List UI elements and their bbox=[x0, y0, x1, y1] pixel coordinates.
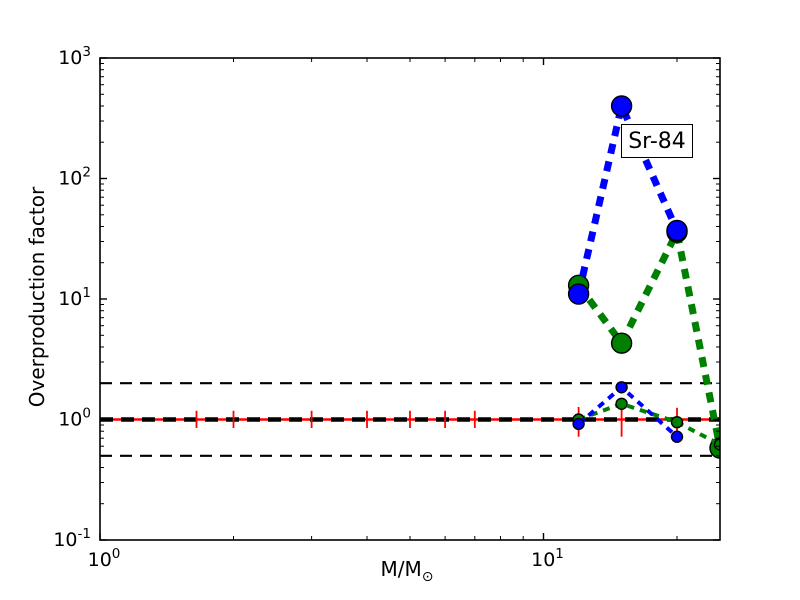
series-blue-large-marker bbox=[567, 283, 590, 305]
x-tick-label: 101 bbox=[531, 546, 564, 571]
x-axis-title-main: M/M bbox=[380, 557, 422, 581]
annotation-label: Sr-84 bbox=[628, 128, 686, 154]
y-tick-label: 103 bbox=[58, 44, 91, 69]
y-tick-label: 10-1 bbox=[53, 526, 91, 551]
x-axis-title: M/M⊙ bbox=[381, 557, 434, 585]
axes-spines bbox=[99, 57, 721, 541]
plot-background bbox=[100, 58, 720, 540]
series-green-large-line bbox=[575, 228, 720, 449]
y-tick-label: 101 bbox=[58, 285, 91, 310]
y-tick-label: 100 bbox=[58, 406, 91, 431]
series-green-small-marker bbox=[670, 416, 684, 429]
y-axis-title: Overproduction factor bbox=[25, 186, 49, 408]
series-blue-small-marker bbox=[615, 381, 628, 394]
y-tick-label: 102 bbox=[58, 165, 91, 190]
series-green-small-marker bbox=[713, 438, 720, 451]
series-green-large-marker bbox=[610, 332, 633, 354]
series-blue-small-marker bbox=[572, 417, 585, 431]
series-green-small-marker bbox=[615, 397, 628, 410]
series-blue-large-marker bbox=[610, 95, 633, 117]
sun-symbol: ⊙ bbox=[421, 569, 434, 585]
x-tick-label: 100 bbox=[88, 546, 121, 571]
annotation-box: Sr-84 bbox=[621, 124, 693, 158]
data-layer bbox=[100, 95, 720, 459]
series-blue-small-marker bbox=[670, 430, 684, 443]
series-blue-large-marker bbox=[666, 219, 688, 242]
